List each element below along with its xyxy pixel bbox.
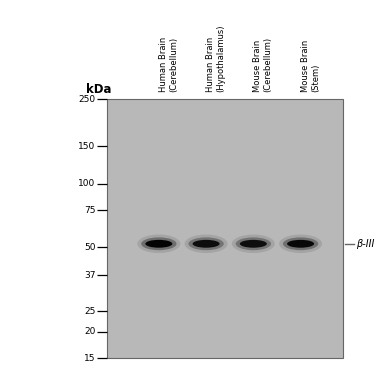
Bar: [107, 99, 343, 358]
Text: 20: 20: [84, 327, 96, 336]
Text: Mouse Brain
(Cerebellum): Mouse Brain (Cerebellum): [254, 37, 273, 92]
Ellipse shape: [236, 237, 271, 250]
Text: 25: 25: [84, 307, 96, 316]
Ellipse shape: [283, 237, 318, 250]
Ellipse shape: [232, 234, 275, 253]
Ellipse shape: [137, 234, 180, 253]
Ellipse shape: [287, 240, 314, 248]
Ellipse shape: [193, 240, 220, 248]
Text: 100: 100: [78, 179, 96, 188]
Text: β-III Tubulin: β-III Tubulin: [356, 239, 375, 249]
Ellipse shape: [279, 234, 322, 253]
Text: 75: 75: [84, 206, 96, 214]
Text: 50: 50: [84, 243, 96, 252]
Text: 150: 150: [78, 142, 96, 151]
Text: 15: 15: [84, 354, 96, 363]
Text: kDa: kDa: [86, 82, 112, 96]
Text: 37: 37: [84, 271, 96, 280]
Ellipse shape: [184, 234, 228, 253]
Text: Human Brain
(Hypothalamus): Human Brain (Hypothalamus): [206, 24, 225, 92]
Ellipse shape: [146, 240, 172, 248]
Text: Mouse Brain
(Stem): Mouse Brain (Stem): [301, 40, 320, 92]
Text: 250: 250: [78, 95, 96, 104]
Ellipse shape: [240, 240, 267, 248]
Ellipse shape: [141, 237, 177, 250]
Text: Human Brain
(Cerebellum): Human Brain (Cerebellum): [159, 37, 178, 92]
Ellipse shape: [189, 237, 224, 250]
